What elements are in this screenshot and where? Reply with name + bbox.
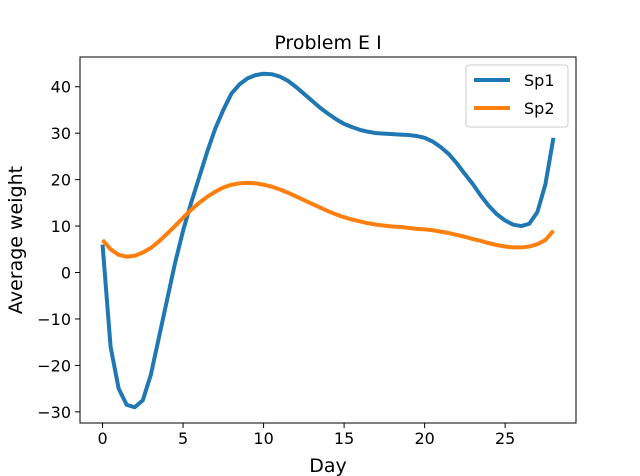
y-tick-label: 20 xyxy=(51,171,71,190)
x-tick-label: 5 xyxy=(178,429,188,448)
series-line-sp1 xyxy=(100,71,556,410)
legend: Sp1 Sp2 xyxy=(465,64,569,128)
y-tick-label: 0 xyxy=(61,264,71,283)
x-tick-label: 15 xyxy=(334,429,354,448)
axes-layer: 0 5 10 15 20 25 −30 −20 −10 0 10 20 30 40 xyxy=(37,78,515,448)
y-tick-label: −20 xyxy=(37,356,71,375)
x-tick-label: 10 xyxy=(253,429,273,448)
x-axis-label: Day xyxy=(309,455,347,476)
x-tick-label: 25 xyxy=(495,429,515,448)
legend-label-sp2: Sp2 xyxy=(524,99,555,118)
y-tick-label: 30 xyxy=(51,124,71,143)
plot-frame xyxy=(79,56,577,424)
y-tick-label: −30 xyxy=(37,403,71,422)
series-layer xyxy=(100,71,556,410)
legend-label-sp1: Sp1 xyxy=(524,71,555,90)
y-tick-label: 40 xyxy=(51,78,71,97)
y-axis-label: Average weight xyxy=(5,166,27,314)
series-line-sp2 xyxy=(101,180,555,259)
y-tick-label: 10 xyxy=(51,217,71,236)
x-tick-label: 0 xyxy=(97,429,107,448)
x-tick-label: 20 xyxy=(414,429,434,448)
chart-title: Problem E I xyxy=(274,32,381,54)
y-tick-label: −10 xyxy=(37,310,71,329)
